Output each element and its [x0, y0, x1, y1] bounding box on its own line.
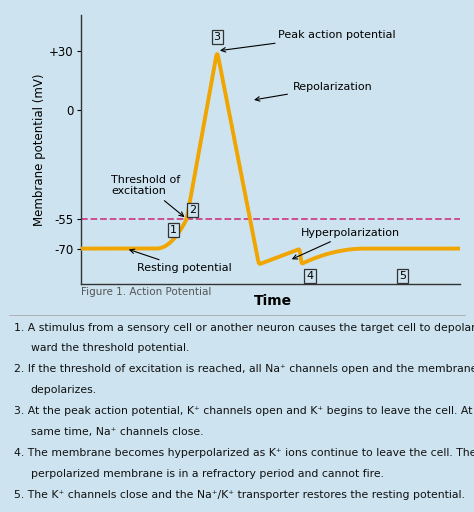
Text: 2. If the threshold of excitation is reached, all Na⁺ channels open and the memb: 2. If the threshold of excitation is rea…: [14, 365, 474, 374]
Text: depolarizes.: depolarizes.: [31, 385, 97, 395]
Text: 1: 1: [170, 225, 177, 235]
Text: 5. The K⁺ channels close and the Na⁺/K⁺ transporter restores the resting potenti: 5. The K⁺ channels close and the Na⁺/K⁺ …: [14, 489, 465, 500]
Text: 4: 4: [306, 271, 314, 281]
Text: Time: Time: [254, 294, 292, 308]
Text: same time, Na⁺ channels close.: same time, Na⁺ channels close.: [31, 427, 203, 437]
Text: perpolarized membrane is in a refractory period and cannot fire.: perpolarized membrane is in a refractory…: [31, 469, 384, 479]
Text: 3: 3: [214, 32, 220, 42]
Text: Peak action potential: Peak action potential: [221, 30, 395, 52]
Y-axis label: Membrane potential (mV): Membrane potential (mV): [33, 74, 46, 226]
Text: Repolarization: Repolarization: [255, 81, 373, 101]
Text: Hyperpolarization: Hyperpolarization: [293, 228, 400, 259]
Text: 3. At the peak action potential, K⁺ channels open and K⁺ begins to leave the cel: 3. At the peak action potential, K⁺ chan…: [14, 406, 474, 416]
Text: Threshold of
excitation: Threshold of excitation: [111, 175, 183, 217]
Text: 5: 5: [400, 271, 406, 281]
Text: 2: 2: [189, 205, 196, 215]
Text: Resting potential: Resting potential: [130, 249, 232, 273]
Text: Figure 1. Action Potential: Figure 1. Action Potential: [81, 287, 211, 297]
Text: 1. A stimulus from a sensory cell or another neuron causes the target cell to de: 1. A stimulus from a sensory cell or ano…: [14, 323, 474, 333]
Text: ward the threshold potential.: ward the threshold potential.: [31, 344, 189, 353]
Text: 4. The membrane becomes hyperpolarized as K⁺ ions continue to leave the cell. Th: 4. The membrane becomes hyperpolarized a…: [14, 448, 474, 458]
